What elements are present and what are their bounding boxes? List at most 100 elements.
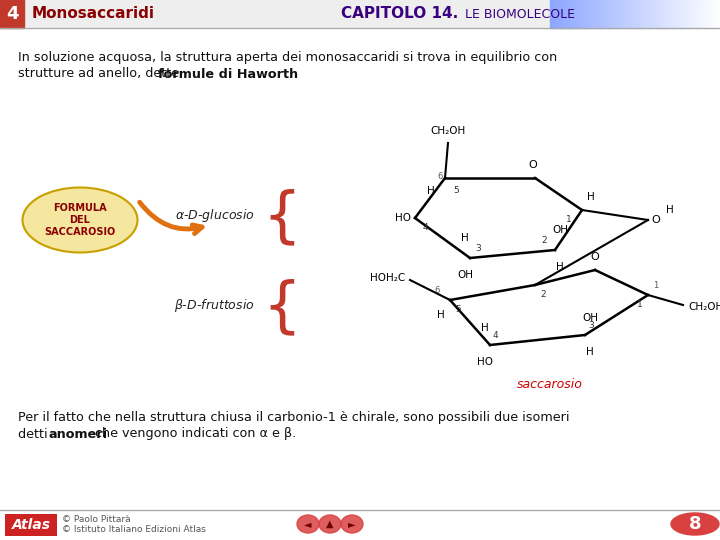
Bar: [601, 0, 602, 28]
Bar: [679, 0, 680, 28]
Bar: [561, 0, 562, 28]
Text: H: H: [587, 192, 595, 202]
Bar: [602, 0, 603, 28]
Text: 2: 2: [540, 290, 546, 299]
Text: HOH₂C: HOH₂C: [370, 273, 405, 283]
Bar: [701, 0, 702, 28]
Text: $\beta$-D-fruttosio: $\beta$-D-fruttosio: [174, 296, 255, 314]
Bar: [676, 0, 677, 28]
Bar: [556, 0, 557, 28]
Text: formule di Haworth: formule di Haworth: [158, 68, 299, 80]
Bar: [680, 0, 681, 28]
Text: strutture ad anello, dette: strutture ad anello, dette: [18, 68, 183, 80]
Bar: [557, 0, 558, 28]
Bar: [692, 0, 693, 28]
Bar: [666, 0, 667, 28]
Text: $\alpha$-D-glucosio: $\alpha$-D-glucosio: [175, 206, 255, 224]
Bar: [608, 0, 609, 28]
Text: O: O: [528, 160, 537, 170]
Bar: [586, 0, 587, 28]
Text: OH: OH: [552, 225, 568, 235]
Bar: [688, 0, 689, 28]
Bar: [600, 0, 601, 28]
Bar: [640, 0, 641, 28]
Text: In soluzione acquosa, la struttura aperta dei monosaccaridi si trova in equilibr: In soluzione acquosa, la struttura apert…: [18, 51, 557, 64]
Text: CH₂OH: CH₂OH: [431, 126, 466, 136]
Bar: [645, 0, 646, 28]
Bar: [594, 0, 595, 28]
Text: Atlas: Atlas: [12, 518, 50, 532]
Bar: [584, 0, 585, 28]
Text: Per il fatto che nella struttura chiusa il carbonio-1 è chirale, sono possibili : Per il fatto che nella struttura chiusa …: [18, 411, 570, 424]
Text: .: .: [268, 68, 272, 80]
Bar: [589, 0, 590, 28]
Text: 4: 4: [423, 223, 428, 232]
Bar: [672, 0, 673, 28]
Bar: [569, 0, 570, 28]
Bar: [572, 0, 573, 28]
Bar: [690, 0, 691, 28]
Bar: [629, 0, 630, 28]
Text: FORMULA: FORMULA: [53, 203, 107, 213]
Text: O: O: [651, 215, 660, 225]
Bar: [579, 0, 580, 28]
Text: OH: OH: [582, 313, 598, 323]
Bar: [551, 0, 552, 28]
Text: saccarosio: saccarosio: [517, 378, 583, 391]
Bar: [603, 0, 604, 28]
Bar: [559, 0, 560, 28]
Bar: [617, 0, 618, 28]
Bar: [695, 0, 696, 28]
Bar: [716, 0, 717, 28]
Text: H: H: [461, 233, 469, 243]
Bar: [587, 0, 588, 28]
Text: 5: 5: [455, 305, 461, 314]
Bar: [718, 0, 719, 28]
Bar: [685, 0, 686, 28]
Text: H: H: [666, 205, 674, 215]
Text: 4: 4: [6, 5, 18, 23]
Text: SACCAROSIO: SACCAROSIO: [45, 227, 116, 237]
Bar: [582, 0, 583, 28]
Ellipse shape: [319, 515, 341, 533]
Bar: [613, 0, 614, 28]
Bar: [585, 0, 586, 28]
Bar: [656, 0, 657, 28]
Bar: [678, 0, 679, 28]
Bar: [686, 0, 687, 28]
Text: ▲: ▲: [326, 519, 334, 529]
Bar: [616, 0, 617, 28]
Bar: [588, 0, 589, 28]
Bar: [673, 0, 674, 28]
Bar: [631, 0, 632, 28]
Bar: [719, 0, 720, 28]
Text: che vengono indicati con α e β.: che vengono indicati con α e β.: [91, 428, 297, 441]
Bar: [641, 0, 642, 28]
Bar: [628, 0, 629, 28]
Bar: [704, 0, 705, 28]
Bar: [711, 0, 712, 28]
Bar: [683, 0, 684, 28]
Bar: [595, 0, 596, 28]
Text: HO: HO: [395, 213, 411, 223]
Bar: [669, 0, 670, 28]
Bar: [633, 0, 634, 28]
Text: H: H: [437, 310, 445, 320]
Bar: [710, 0, 711, 28]
Bar: [623, 0, 624, 28]
Bar: [610, 0, 611, 28]
Bar: [648, 0, 649, 28]
Text: {: {: [262, 188, 301, 247]
Bar: [574, 0, 575, 28]
Bar: [702, 0, 703, 28]
Bar: [0, 0, 720, 28]
Bar: [694, 0, 695, 28]
Bar: [674, 0, 675, 28]
Bar: [583, 0, 584, 28]
Bar: [658, 0, 659, 28]
FancyArrowPatch shape: [140, 202, 202, 233]
Bar: [578, 0, 579, 28]
Text: ◄: ◄: [305, 519, 312, 529]
Bar: [626, 0, 627, 28]
Bar: [562, 0, 563, 28]
